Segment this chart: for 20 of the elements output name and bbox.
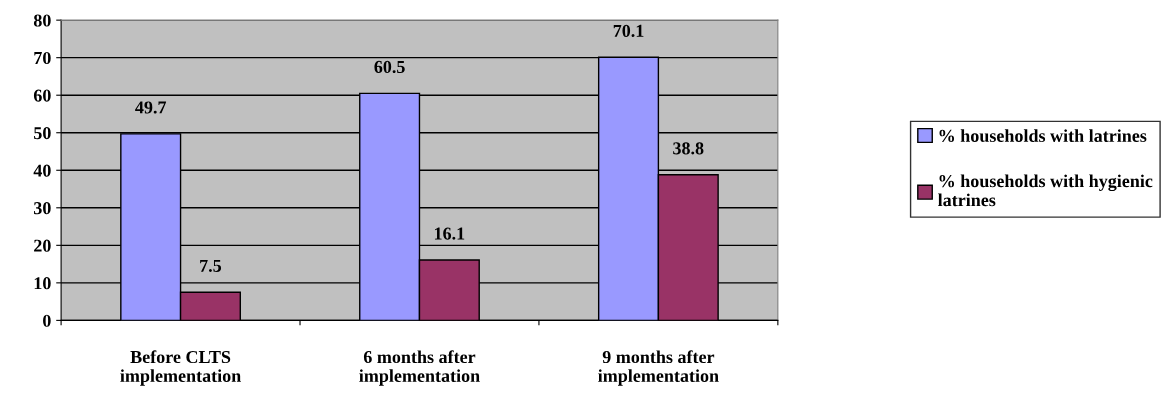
data-label: 38.8 (673, 142, 704, 155)
y-tick-label: 40 (33, 164, 51, 177)
y-tick-label: 30 (34, 202, 51, 215)
x-tick-label: 6 months after implementation (359, 350, 480, 386)
x-tick-label: Before CLTS implementation (120, 350, 241, 386)
data-label: 7.5 (200, 259, 222, 272)
data-label: 16.1 (434, 227, 465, 240)
data-label: 60.5 (374, 60, 405, 74)
y-tick-label: 10 (34, 277, 51, 290)
y-tick-label: 50 (34, 127, 51, 140)
y-tick-label: 80 (33, 14, 51, 27)
y-tick-label: 60 (33, 89, 51, 102)
data-label: 49.7 (135, 101, 167, 114)
data-label: 70.1 (613, 24, 644, 38)
y-tick-label: 70 (34, 51, 51, 65)
x-tick-label: 9 months after implementation (598, 350, 719, 386)
y-tick-label: 20 (34, 239, 51, 252)
y-tick-label: 0 (43, 314, 51, 327)
legend-label: % households with hygienic latrines (938, 174, 1153, 207)
legend-label: % households with latrines (939, 129, 1147, 143)
